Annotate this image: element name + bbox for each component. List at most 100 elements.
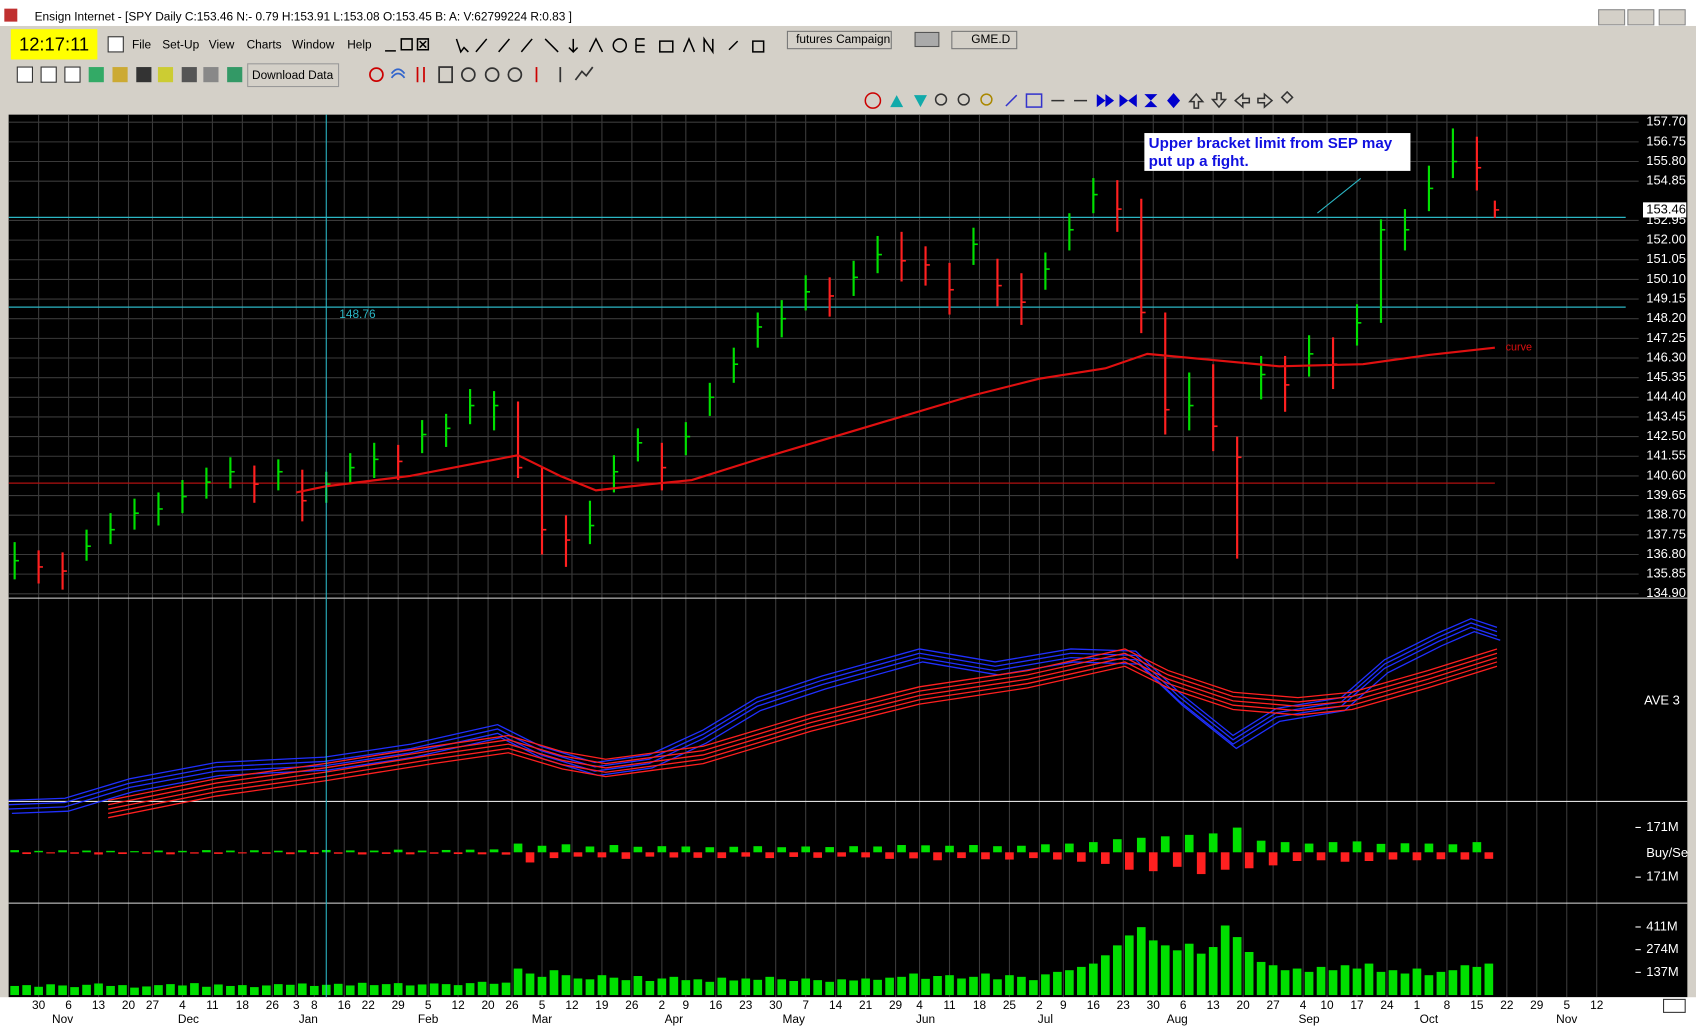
volume-bar (1484, 963, 1494, 996)
volume-bar (909, 852, 918, 859)
volume-bar (1316, 852, 1326, 861)
volume-bar (537, 845, 547, 853)
annotation-box (1144, 133, 1411, 171)
volume-bar (417, 984, 427, 996)
toolbar-icons[interactable] (16, 66, 243, 83)
x-tick-label: 4 (1300, 998, 1307, 1012)
menu-item[interactable]: Window (292, 38, 335, 52)
x-tick-label: 9 (683, 998, 690, 1012)
y-tick-label: 148.20 (1646, 310, 1686, 325)
volume-bar (405, 852, 415, 855)
tab-scroll[interactable] (914, 31, 940, 48)
volume-bar (1400, 843, 1410, 853)
x-tick-label: 12 (1590, 998, 1603, 1012)
volume-bar (142, 852, 151, 854)
tab[interactable]: futures (796, 32, 832, 46)
volume-bar (273, 850, 283, 853)
menu-item[interactable]: File (132, 38, 152, 52)
volume-bar (333, 983, 343, 996)
volume-bar (765, 852, 775, 859)
volume-bar (885, 852, 894, 859)
volume-bar (262, 985, 271, 996)
y-tick-label: 139.65 (1646, 487, 1686, 502)
volume-bar (166, 984, 175, 996)
close-button[interactable] (1658, 9, 1686, 26)
volume-bar (82, 850, 91, 853)
volume-bar (681, 980, 691, 996)
volume-bar (70, 852, 79, 854)
volume-bar (1340, 852, 1350, 862)
volume-bar (1328, 970, 1338, 996)
volume-bar (621, 980, 631, 996)
menu-item[interactable]: Set-Up (162, 38, 199, 52)
volume-bar (369, 850, 379, 853)
volume-bar (1304, 971, 1314, 996)
volume-bar (1292, 852, 1302, 862)
volume-bar (1089, 963, 1098, 996)
volume-bar (1424, 843, 1434, 853)
x-tick-label: 4 (179, 998, 186, 1012)
chart-nav-icons[interactable] (864, 90, 1294, 109)
volume-bar (178, 850, 187, 853)
menu-item[interactable]: View (209, 38, 235, 52)
volume-bar (981, 973, 990, 996)
tab[interactable]: Campaign (836, 32, 890, 46)
x-tick-label: 2 (659, 998, 666, 1012)
volume-bar (561, 975, 571, 996)
volume-bar (489, 849, 499, 853)
volume-bar (154, 850, 163, 853)
y-tick-label: 136.80 (1646, 546, 1686, 561)
minimize-button[interactable] (1598, 9, 1626, 26)
x-tick-label: 12 (451, 998, 464, 1012)
drawing-tools[interactable] (385, 36, 765, 55)
volume-bar (801, 846, 811, 853)
study-icons[interactable] (369, 66, 594, 84)
volume-bar (1184, 943, 1194, 996)
h-line-label: 148.76 (339, 307, 376, 321)
volume-bar (10, 850, 19, 853)
volume-bar (561, 844, 571, 853)
volume-bar (1412, 968, 1422, 996)
volume-bar (645, 980, 655, 996)
maximize-button[interactable] (1627, 9, 1655, 26)
volume-bar (465, 849, 475, 853)
x-tick-label: 17 (1350, 998, 1363, 1012)
volume-bar (202, 850, 211, 853)
tab[interactable]: GME.D (971, 32, 1010, 46)
x-tick-label: 5 (425, 998, 432, 1012)
y-tick-label: 157.70 (1646, 114, 1686, 129)
month-label: Jun (916, 1012, 935, 1026)
x-tick-label: 16 (338, 998, 352, 1012)
month-label: Nov (52, 1012, 73, 1026)
volume-bar (393, 849, 403, 853)
volume-bar (969, 976, 978, 996)
volume-bar (1472, 842, 1482, 853)
volume-bar (1041, 974, 1050, 996)
volume-bar (297, 983, 307, 996)
clock: 12:17:11 (19, 33, 89, 54)
menu-item[interactable]: Charts (247, 38, 282, 52)
download-button[interactable] (247, 63, 340, 88)
volume-bar (993, 979, 1002, 996)
volume-bar (717, 852, 727, 859)
x-tick-label: 10 (1320, 998, 1334, 1012)
volume-bar (70, 987, 79, 996)
menu-item[interactable]: Help (347, 38, 372, 52)
volume-bar (1328, 842, 1338, 853)
x-tick-label: 16 (709, 998, 723, 1012)
y-tick-label: 150.10 (1646, 271, 1686, 286)
volume-bar (166, 852, 175, 855)
volume-bar (453, 852, 463, 855)
volume-bar (477, 981, 487, 996)
volume-bar (1196, 852, 1206, 875)
y-tick-label: 138.70 (1646, 507, 1686, 522)
last-price: 153.46 (1646, 201, 1686, 216)
download-label[interactable]: Download Data (252, 68, 334, 82)
y-tick-label: 145.35 (1646, 369, 1686, 384)
x-tick-label: 16 (1087, 998, 1101, 1012)
volume-bar (573, 852, 583, 857)
x-tick-label: 14 (829, 998, 843, 1012)
axis-button[interactable] (1663, 998, 1686, 1013)
volume-bar (789, 980, 799, 996)
volume-bar (1029, 852, 1038, 859)
